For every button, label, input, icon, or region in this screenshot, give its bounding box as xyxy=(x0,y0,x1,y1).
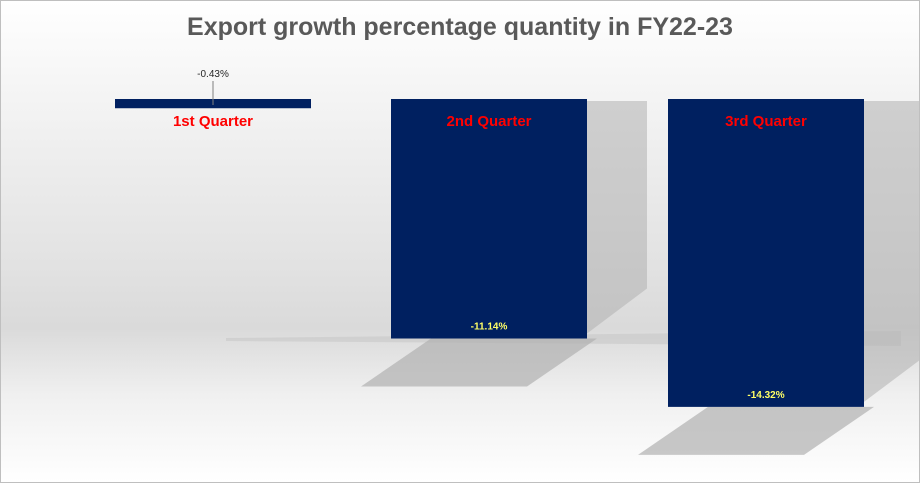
bar-3 xyxy=(668,99,864,407)
bar-shadow xyxy=(864,101,919,402)
bar-shadow xyxy=(638,406,874,455)
bar-shadow xyxy=(361,338,597,387)
category-label: 3rd Quarter xyxy=(725,113,807,130)
category-label: 2nd Quarter xyxy=(446,113,531,130)
category-label: 1st Quarter xyxy=(173,113,253,130)
data-label: -11.14% xyxy=(471,322,508,333)
bar-2 xyxy=(391,99,587,339)
chart-title: Export growth percentage quantity in FY2… xyxy=(187,13,733,41)
data-label: -14.32% xyxy=(747,390,784,401)
data-label: -0.43% xyxy=(197,69,229,80)
bar-shadow xyxy=(587,101,647,334)
